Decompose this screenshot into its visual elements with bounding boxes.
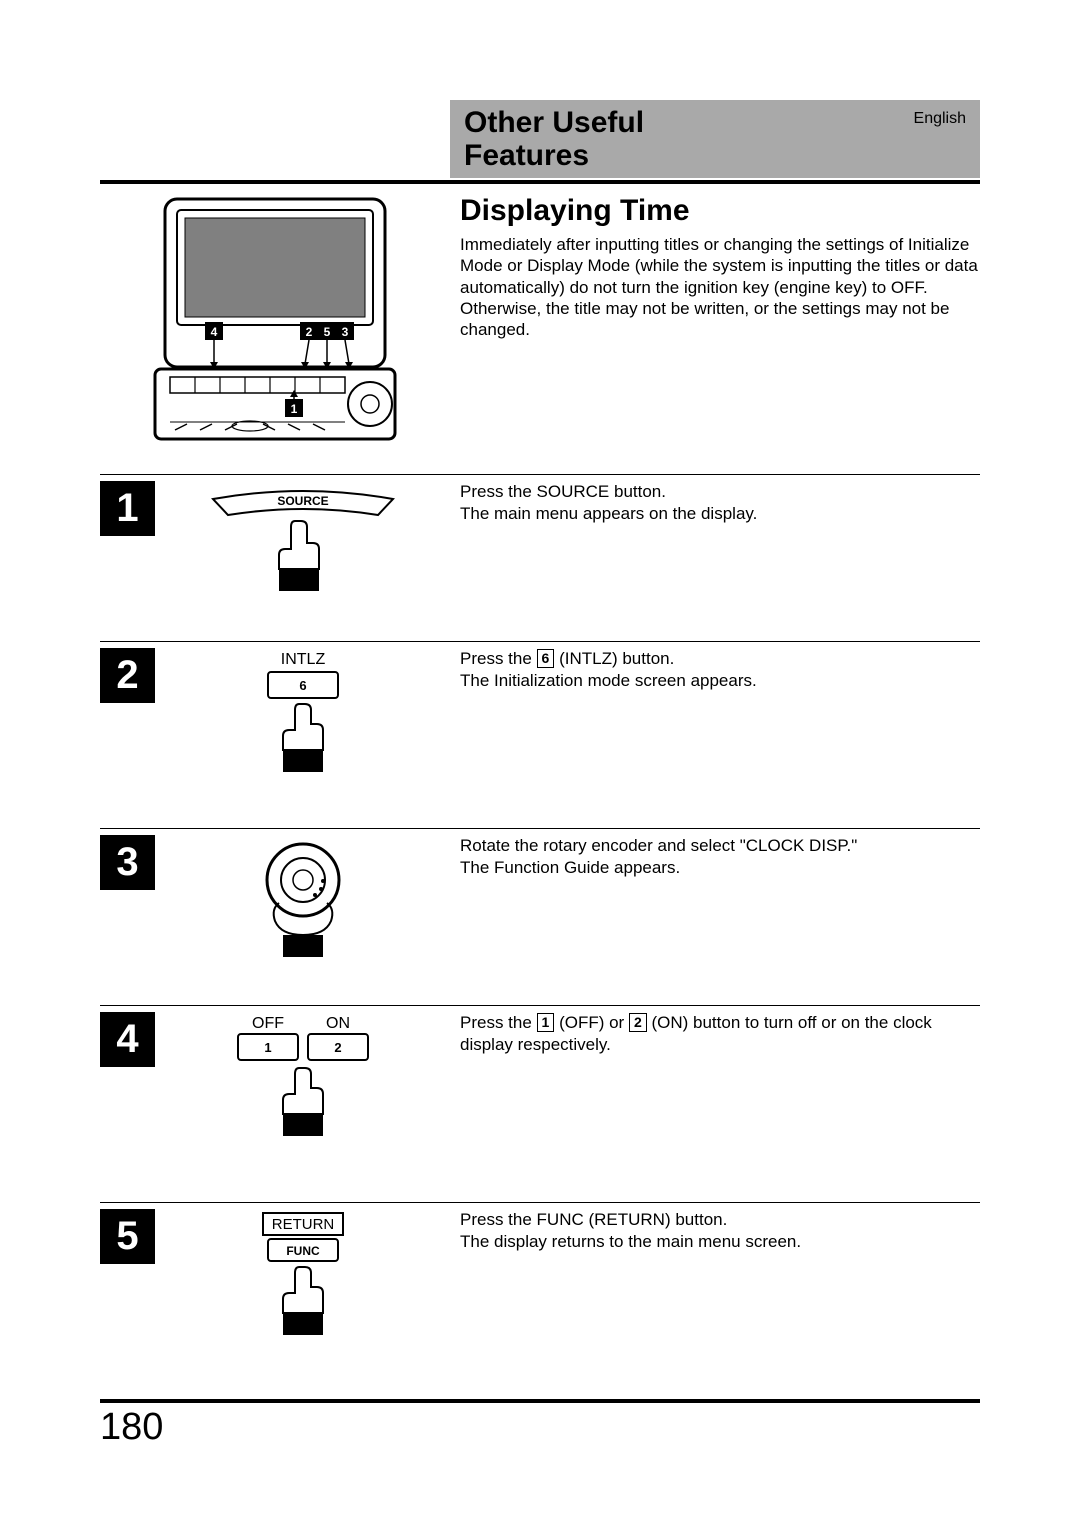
t: Press the <box>460 649 537 668</box>
header-line1: Other Useful <box>464 106 644 139</box>
step-illustration: SOURCE <box>155 481 450 611</box>
step-5: 5 RETURN FUNC Press the FUNC (RETURN) bu… <box>100 1203 980 1399</box>
step-text: Press the 1 (OFF) or 2 (ON) button to tu… <box>450 1012 980 1172</box>
step-illustration: OFF ON 1 2 <box>155 1012 450 1172</box>
svg-text:OFF: OFF <box>252 1015 284 1032</box>
svg-text:ON: ON <box>326 1015 350 1032</box>
rule-top <box>100 180 980 184</box>
header-spacer <box>100 100 450 178</box>
svg-text:6: 6 <box>299 678 306 693</box>
svg-text:5: 5 <box>324 325 331 339</box>
svg-text:2: 2 <box>334 1040 341 1055</box>
svg-text:1: 1 <box>291 402 298 416</box>
step-number: 1 <box>100 481 155 536</box>
svg-text:2: 2 <box>306 325 313 339</box>
step-illustration: RETURN FUNC <box>155 1209 450 1369</box>
step-number: 3 <box>100 835 155 890</box>
step-number: 2 <box>100 648 155 703</box>
intro-text: Immediately after inputting titles or ch… <box>460 234 980 340</box>
steps: 1 SOURCE Press the SOURCE button. The ma… <box>100 474 980 1403</box>
page-number: 180 <box>100 1406 163 1449</box>
step-4: 4 OFF ON 1 2 Press the 1 (OFF) or 2 (ON)… <box>100 1006 980 1202</box>
t: Press the <box>460 1013 537 1032</box>
svg-text:3: 3 <box>342 325 349 339</box>
key-1: 1 <box>537 1013 555 1032</box>
intro-row: 4 2 5 3 1 <box>100 194 980 454</box>
svg-text:RETURN: RETURN <box>271 1216 334 1233</box>
header-title: English Other Useful Features <box>450 100 980 178</box>
rule-bottom <box>100 1399 980 1403</box>
step-number: 4 <box>100 1012 155 1067</box>
header-line2: Features <box>464 139 589 172</box>
svg-text:1: 1 <box>264 1040 271 1055</box>
step-text: Press the FUNC (RETURN) button. The disp… <box>450 1209 980 1369</box>
t: (OFF) or <box>554 1013 629 1032</box>
svg-text:SOURCE: SOURCE <box>277 494 328 508</box>
language-label: English <box>914 110 966 128</box>
key-6: 6 <box>537 649 555 668</box>
step-text: Press the SOURCE button. The main menu a… <box>450 481 980 611</box>
step-2: 2 INTLZ 6 Press the 6 (INTLZ) button. Th… <box>100 642 980 828</box>
svg-text:FUNC: FUNC <box>286 1244 320 1258</box>
step-text: Press the 6 (INTLZ) button. The Initiali… <box>450 648 980 798</box>
step-number: 5 <box>100 1209 155 1264</box>
header: English Other Useful Features <box>100 100 980 178</box>
device-illustration: 4 2 5 3 1 <box>100 194 450 454</box>
section-title: Displaying Time <box>460 194 980 228</box>
step-text: Rotate the rotary encoder and select "CL… <box>450 835 980 975</box>
step-1: 1 SOURCE Press the SOURCE button. The ma… <box>100 475 980 641</box>
key-2: 2 <box>629 1013 647 1032</box>
step-illustration <box>155 835 450 975</box>
step-3: 3 Rotate the rotary encoder and select "… <box>100 829 980 1005</box>
step-illustration: INTLZ 6 <box>155 648 450 798</box>
intro-column: Displaying Time Immediately after inputt… <box>450 194 980 454</box>
svg-text:INTLZ: INTLZ <box>280 651 325 668</box>
svg-text:4: 4 <box>211 325 218 339</box>
